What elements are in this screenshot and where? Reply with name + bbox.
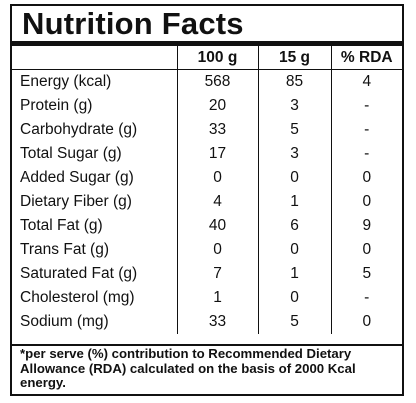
value-15g: 0 [257, 238, 331, 262]
value-rda: - [330, 118, 402, 142]
row-label: Dietary Fiber (g) [20, 193, 132, 210]
value-100g: 1 [176, 286, 258, 310]
value-rda: - [330, 142, 402, 166]
value-100g: 7 [176, 262, 258, 286]
value-rda: 0 [330, 238, 402, 262]
table-row: Protein (g) 20 3- [12, 94, 402, 118]
value-rda: 0 [330, 310, 402, 334]
header-100g: 100 g [176, 46, 258, 70]
row-label: Total Fat (g) [20, 217, 103, 234]
value-100g: 40 [176, 214, 258, 238]
value-15g: 5 [257, 118, 331, 142]
title-divider [12, 41, 402, 46]
row-label: Sodium (mg) [20, 313, 109, 330]
header-15g: 15 g [257, 46, 331, 70]
value-rda: - [330, 286, 402, 310]
table-row: Sodium (mg) 33 5 0 [12, 310, 402, 334]
table-row: Total Sugar (g) 17 3- [12, 142, 402, 166]
value-rda: 0 [330, 190, 402, 214]
table-row: Carbohydrate (g) 33 5- [12, 118, 402, 142]
row-label: Saturated Fat (g) [20, 265, 138, 282]
row-label: Carbohydrate (g) [20, 121, 138, 138]
row-label: Protein (g) [20, 97, 93, 114]
value-100g: 0 [176, 238, 258, 262]
value-15g: 0 [257, 286, 331, 310]
table-row: Added Sugar (g) 0 0 0 [12, 166, 402, 190]
value-15g: 6 [257, 214, 331, 238]
value-rda: - [330, 94, 402, 118]
value-100g: 33 [176, 310, 258, 334]
table-row: Saturated Fat (g) 7 1 5 [12, 262, 402, 286]
value-15g: 1 [257, 262, 331, 286]
value-15g: 0 [257, 166, 331, 190]
table-row: Total Fat (g) 40 6 9 [12, 214, 402, 238]
table-row: Trans Fat (g) 0 0 0 [12, 238, 402, 262]
row-label: Cholesterol (mg) [20, 289, 135, 306]
footnote: *per serve (%) contribution to Recommend… [20, 346, 356, 390]
value-rda: 4 [330, 69, 402, 94]
row-label: Trans Fat (g) [20, 241, 109, 258]
value-100g: 4 [176, 190, 258, 214]
value-rda: 9 [330, 214, 402, 238]
nutrition-table: 100 g 15 g % RDA Energy (kcal) 568 85 4 Prot… [12, 46, 402, 334]
value-100g: 33 [176, 118, 258, 142]
row-label: Added Sugar (g) [20, 169, 134, 186]
value-rda: 5 [330, 262, 402, 286]
value-15g: 3 [257, 94, 331, 118]
nutrition-title: Nutrition Facts [22, 6, 244, 41]
value-rda: 0 [330, 166, 402, 190]
table-header-row: 100 g 15 g % RDA [12, 46, 402, 70]
footnote-divider [12, 344, 402, 346]
header-label-cell [12, 46, 177, 70]
value-15g: 1 [257, 190, 331, 214]
table-row: Cholesterol (mg) 1 0- [12, 286, 402, 310]
table-body: Energy (kcal) 568 85 4 Protein (g) 20 3- Carboh… [12, 69, 402, 334]
nutrition-facts-panel: Nutrition Facts 100 g 15 g % RDA Energy … [10, 4, 404, 396]
header-rda: % RDA [330, 46, 402, 70]
value-15g: 3 [257, 142, 331, 166]
table-row: Dietary Fiber (g) 4 1 0 [12, 190, 402, 214]
row-label: Total Sugar (g) [20, 145, 122, 162]
value-100g: 20 [176, 94, 258, 118]
value-15g: 85 [257, 69, 331, 94]
table-row: Energy (kcal) 568 85 4 [12, 69, 402, 94]
value-100g: 17 [176, 142, 258, 166]
value-100g: 568 [176, 69, 258, 94]
value-100g: 0 [176, 166, 258, 190]
row-label: Energy (kcal) [20, 73, 112, 90]
value-15g: 5 [257, 310, 331, 334]
